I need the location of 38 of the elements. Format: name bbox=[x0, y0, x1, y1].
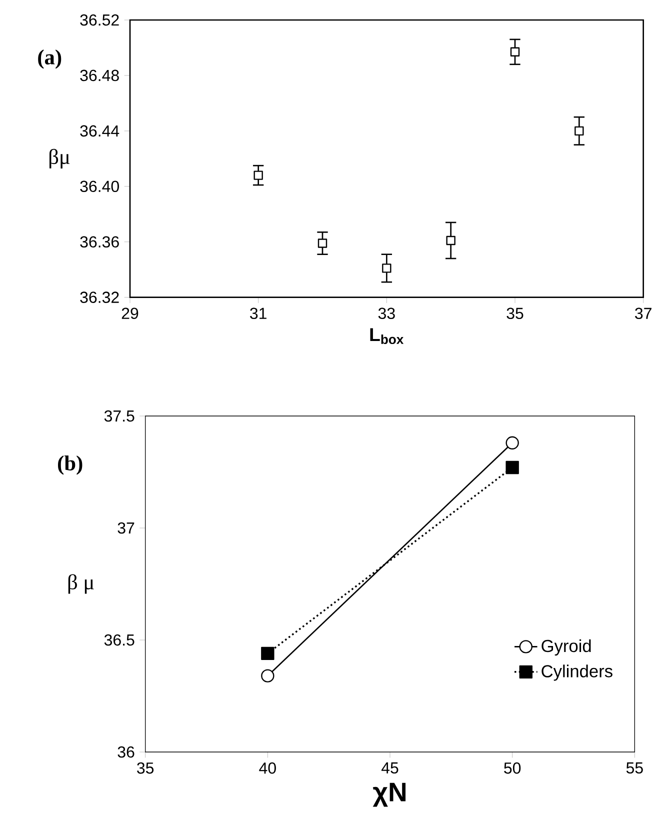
x-tick-label: 29 bbox=[122, 308, 138, 320]
y-tick-label: 37.5 bbox=[104, 410, 134, 422]
y-tick-label: 36 bbox=[118, 746, 134, 758]
text: (a) bbox=[38, 49, 62, 69]
text: (b) bbox=[58, 455, 82, 475]
point bbox=[506, 460, 519, 474]
x-tick-label: 50 bbox=[504, 762, 521, 774]
point bbox=[261, 669, 274, 682]
y-tick-label: 36.52 bbox=[80, 14, 119, 26]
point bbox=[382, 264, 392, 273]
y-tick-label: 36.44 bbox=[80, 125, 120, 137]
x-tick-label: 35 bbox=[137, 762, 154, 774]
y-tick-label: 37 bbox=[118, 522, 134, 534]
x-tick-label: 37 bbox=[635, 308, 652, 320]
x-axis-title: L$_{box}$ bbox=[370, 328, 404, 344]
y-tick-label: 36.36 bbox=[80, 236, 119, 248]
point bbox=[318, 238, 328, 248]
y-axis-title: βμ bbox=[49, 148, 70, 168]
point bbox=[510, 47, 520, 56]
legend-label: Cylinders bbox=[542, 664, 612, 681]
x-tick-label: 40 bbox=[259, 762, 276, 774]
y-tick-label: 36.48 bbox=[80, 70, 119, 82]
point bbox=[506, 436, 519, 450]
y-tick-label: 36.32 bbox=[80, 292, 119, 303]
x-tick-label: 31 bbox=[250, 308, 266, 320]
point bbox=[446, 236, 456, 246]
y-tick-label: 36.40 bbox=[80, 180, 119, 192]
x-tick-label: 45 bbox=[381, 762, 398, 774]
point bbox=[261, 646, 274, 660]
point bbox=[574, 126, 584, 136]
point bbox=[254, 170, 263, 180]
x-tick-label: 55 bbox=[626, 762, 643, 774]
y-tick-label: 36.5 bbox=[104, 634, 134, 646]
x-tick-label: 33 bbox=[378, 308, 395, 320]
x-tick-label: 35 bbox=[506, 308, 524, 320]
x-axis-title: χN bbox=[372, 782, 406, 807]
y-axis-title: β μ bbox=[68, 574, 94, 594]
legend-label: Gyroid bbox=[542, 639, 591, 656]
